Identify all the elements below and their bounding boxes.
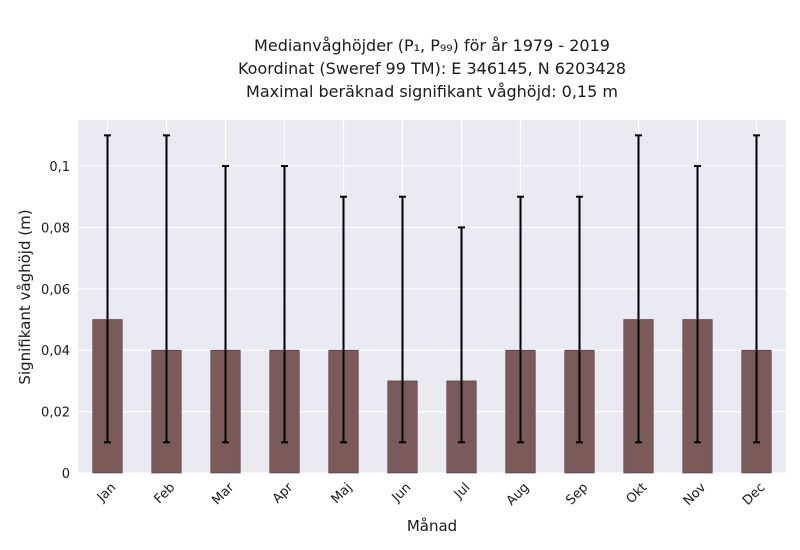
x-tick-label: Sep: [563, 480, 591, 508]
title-line-2: Koordinat (Sweref 99 TM): E 346145, N 62…: [237, 59, 627, 78]
x-tick-label: Feb: [151, 480, 178, 507]
y-tick-label: 0,08: [41, 221, 70, 236]
chart-title: Medianvåghöjder (P₁, P₉₉) för år 1979 - …: [32, 34, 800, 103]
x-axis-label: Månad: [407, 517, 457, 535]
x-tick-label: Nov: [681, 480, 710, 509]
x-tick-label: Jul: [451, 480, 473, 502]
title-line-3: Maximal beräknad signifikant våghöjd: 0,…: [246, 82, 618, 101]
title-line-1: Medianvåghöjder (P₁, P₉₉) för år 1979 - …: [254, 36, 610, 55]
y-axis-ticks: 0 0,02 0,04 0,06 0,08 0,1: [41, 160, 70, 482]
plot-background: [78, 120, 786, 473]
y-tick-label: 0,1: [49, 160, 70, 175]
x-tick-label: Mar: [209, 480, 237, 508]
x-axis-ticks: Jan Feb Mar Apr Maj Jun Jul Aug Sep Okt Nov Dec: [94, 480, 768, 509]
y-tick-label: 0,04: [41, 344, 70, 359]
x-tick-label: Aug: [504, 480, 533, 509]
x-tick-label: Jun: [389, 480, 415, 506]
y-tick-label: 0,06: [41, 283, 70, 298]
error-bars: [104, 134, 760, 444]
x-tick-label: Apr: [270, 480, 297, 507]
y-axis-label: Signifikant våghöjd (m): [16, 209, 34, 384]
x-tick-label: Dec: [740, 480, 768, 508]
x-tick-label: Okt: [624, 480, 651, 507]
y-tick-label: 0: [62, 467, 70, 482]
x-tick-label: Jan: [94, 480, 119, 505]
y-tick-label: 0,02: [41, 406, 70, 421]
x-tick-label: Maj: [329, 480, 356, 507]
